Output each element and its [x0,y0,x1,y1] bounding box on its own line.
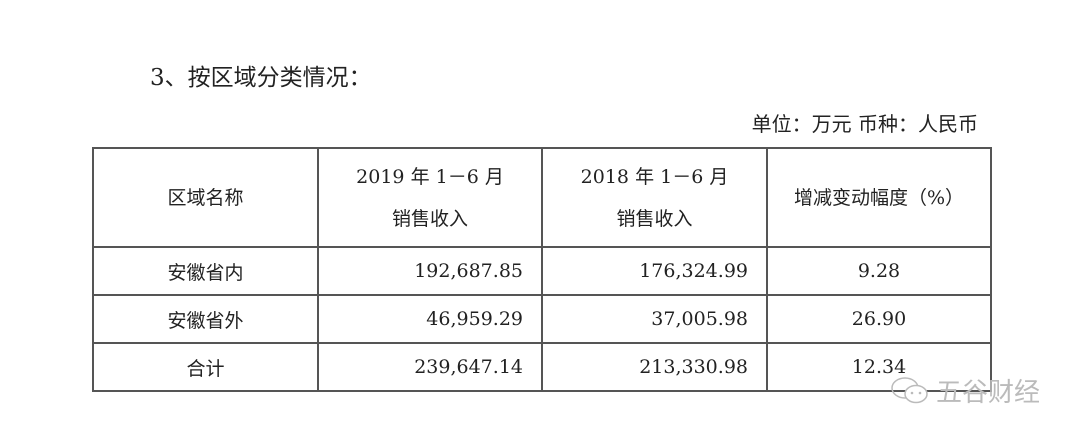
value-cell: 46,959.29 [317,294,543,344]
header-line: 2018 年 1－6 月 [580,165,729,188]
header-cell: 增减变动幅度（%） [766,147,992,248]
region-sales-table: 区域名称 2019 年 1－6 月销售收入 2018 年 1－6 月销售收入 增… [92,147,992,392]
header-cell: 2019 年 1－6 月销售收入 [317,147,543,248]
region-cell: 合计 [92,342,319,392]
watermark: 五谷财经 [890,372,1040,409]
header-line: 销售收入 [616,207,693,230]
table-row: 安徽省外 46,959.29 37,005.98 26.90 [92,294,992,344]
value-cell: 176,324.99 [541,246,768,296]
header-line: 2019 年 1－6 月 [356,165,504,188]
header-line: 销售收入 [391,207,468,230]
table-row: 安徽省内 192,687.85 176,324.99 9.28 [92,246,992,296]
value-cell: 192,687.85 [317,246,543,296]
change-cell: 9.28 [766,246,992,296]
region-cell: 安徽省内 [92,246,319,296]
header-cell: 2018 年 1－6 月销售收入 [541,147,768,248]
wechat-icon [891,376,928,403]
watermark-text: 五谷财经 [936,378,1041,408]
value-cell: 213,330.98 [541,342,768,392]
table-row: 合计 239,647.14 213,330.98 12.34 [92,342,992,392]
header-cell: 区域名称 [92,147,319,248]
value-cell: 239,647.14 [317,342,543,392]
region-cell: 安徽省外 [92,294,319,344]
change-cell: 12.34 [766,342,992,392]
change-cell: 26.90 [766,294,992,344]
table-header-row: 区域名称 2019 年 1－6 月销售收入 2018 年 1－6 月销售收入 增… [92,147,992,248]
value-cell: 37,005.98 [541,294,768,344]
section-heading: 3、按区域分类情况： [150,65,372,91]
unit-note: 单位：万元 币种：人民币 [751,112,978,136]
